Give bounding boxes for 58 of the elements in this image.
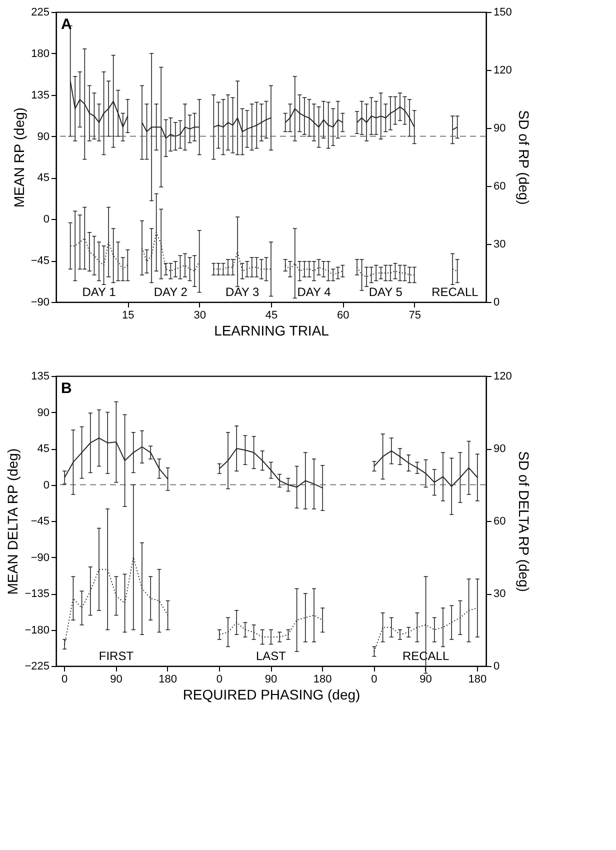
- y-tick-label: −45: [30, 516, 50, 528]
- x-axis-title: LEARNING TRIAL: [214, 322, 330, 338]
- y2-tick-label: 30: [494, 238, 506, 250]
- annotation: DAY 2: [154, 285, 188, 299]
- x-tick-label: 0: [216, 674, 222, 686]
- x-tick-label: 90: [264, 674, 278, 686]
- y-axis-title: MEAN RP (deg): [10, 107, 27, 208]
- y-tick-label: 0: [43, 214, 50, 226]
- y2-tick-label: 60: [494, 180, 506, 192]
- x-axis-title: REQUIRED PHASING (deg): [182, 686, 360, 702]
- y-tick-label: 135: [31, 89, 50, 102]
- x-tick-label: 90: [110, 674, 122, 686]
- y-tick-label: 0: [43, 479, 50, 492]
- y2-tick-label: 150: [494, 6, 512, 18]
- x-tick-label: 60: [337, 310, 350, 322]
- y2-tick-label: 0: [494, 296, 500, 308]
- y-tick-label: 225: [31, 6, 50, 18]
- x-tick-label: 75: [408, 310, 421, 322]
- y-tick-label: −45: [30, 255, 50, 268]
- y-tick-label: 45: [37, 443, 50, 455]
- annotation: DAY 1: [82, 285, 116, 299]
- y2-tick-label: 120: [494, 370, 512, 382]
- y2-tick-label: 30: [494, 588, 506, 600]
- y2-tick-label: 120: [494, 64, 512, 76]
- x-tick-label: 180: [158, 674, 177, 686]
- y-tick-label: 90: [37, 406, 50, 419]
- y-tick-label: −90: [30, 296, 50, 308]
- y-tick-label: −180: [24, 624, 50, 636]
- annotation: LAST: [256, 649, 287, 663]
- y2-tick-label: 60: [494, 516, 506, 528]
- y-tick-label: −90: [30, 552, 50, 564]
- x-tick-label: 45: [265, 310, 278, 322]
- annotation: FIRST: [98, 649, 134, 663]
- annotation: DAY 5: [368, 285, 403, 299]
- annotation: RECALL: [432, 285, 479, 299]
- y2-tick-label: 0: [494, 660, 500, 672]
- x-tick-label: 0: [371, 674, 378, 686]
- y2-tick-label: 90: [494, 122, 506, 134]
- y-tick-label: 180: [31, 48, 50, 60]
- y2-tick-label: 90: [494, 443, 506, 455]
- y-tick-label: 90: [37, 130, 50, 143]
- annotation: B: [61, 380, 72, 397]
- annotation: A: [61, 16, 72, 33]
- y-tick-label: 45: [37, 172, 50, 184]
- x-tick-label: 180: [313, 674, 332, 686]
- x-tick-label: 15: [122, 310, 134, 322]
- y2-axis-title: SD of RP (deg): [516, 110, 532, 205]
- x-tick-label: 90: [420, 674, 432, 686]
- y-tick-label: −225: [24, 660, 50, 672]
- x-tick-label: 180: [468, 674, 487, 686]
- y-tick-label: −135: [24, 588, 50, 600]
- annotation: DAY 4: [297, 285, 332, 299]
- y2-axis-title: SD of DELTA RP (deg): [516, 451, 532, 592]
- x-tick-label: 30: [194, 310, 206, 322]
- y-tick-label: 135: [31, 370, 50, 382]
- annotation: DAY 3: [226, 285, 260, 299]
- y-axis-title: MEAN DELTA RP (deg): [4, 448, 21, 595]
- x-tick-label: 0: [62, 674, 68, 686]
